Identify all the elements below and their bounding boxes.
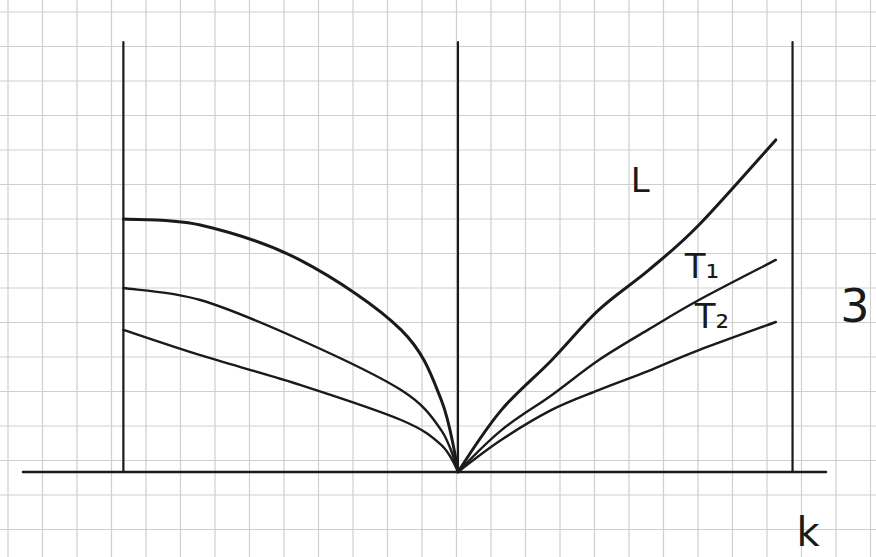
paper-line	[0, 322, 876, 323]
paper-line	[0, 115, 876, 116]
paper-line	[0, 46, 876, 47]
paper-line	[766, 0, 767, 557]
series-line	[123, 322, 775, 472]
paper-line	[490, 0, 491, 557]
paper-line	[525, 0, 526, 557]
paper-line	[214, 0, 215, 557]
x-tick-line	[791, 42, 793, 472]
paper-line	[145, 0, 146, 557]
x-axis	[23, 471, 826, 474]
paper-line	[0, 80, 876, 81]
paper-line	[180, 0, 181, 557]
annotation: 3	[840, 279, 869, 333]
paper-line	[249, 0, 250, 557]
paper-line	[801, 0, 802, 557]
x-axis-label: k	[796, 509, 820, 555]
paper-line	[0, 253, 876, 254]
chart: L T₁ T₂ 3 k	[0, 0, 876, 557]
paper-line	[283, 0, 284, 557]
paper-line	[0, 184, 876, 185]
paper-line	[0, 494, 876, 495]
x-tick-line	[457, 42, 459, 472]
paper-line	[0, 529, 876, 530]
paper-line	[76, 0, 77, 557]
paper-line	[456, 0, 457, 557]
paper-line	[0, 356, 876, 357]
paper-grid	[0, 0, 876, 557]
paper-line	[42, 0, 43, 557]
x-tick-line	[122, 42, 124, 472]
paper-line	[0, 460, 876, 461]
series-label: T₂	[694, 296, 729, 336]
paper-line	[559, 0, 560, 557]
paper-line	[7, 0, 8, 557]
paper-line	[0, 149, 876, 150]
paper-line	[732, 0, 733, 557]
paper-line	[111, 0, 112, 557]
paper-line	[318, 0, 319, 557]
series-label: T₁	[684, 246, 719, 286]
paper-line	[594, 0, 595, 557]
series-group	[123, 140, 775, 472]
paper-line	[870, 0, 871, 557]
paper-line	[352, 0, 353, 557]
paper-line	[628, 0, 629, 557]
series-label: L	[631, 160, 650, 200]
paper-line	[663, 0, 664, 557]
paper-line	[387, 0, 388, 557]
paper-line	[835, 0, 836, 557]
series-line	[123, 260, 775, 472]
paper-line	[0, 11, 876, 12]
series-line	[123, 140, 775, 472]
paper-line	[421, 0, 422, 557]
